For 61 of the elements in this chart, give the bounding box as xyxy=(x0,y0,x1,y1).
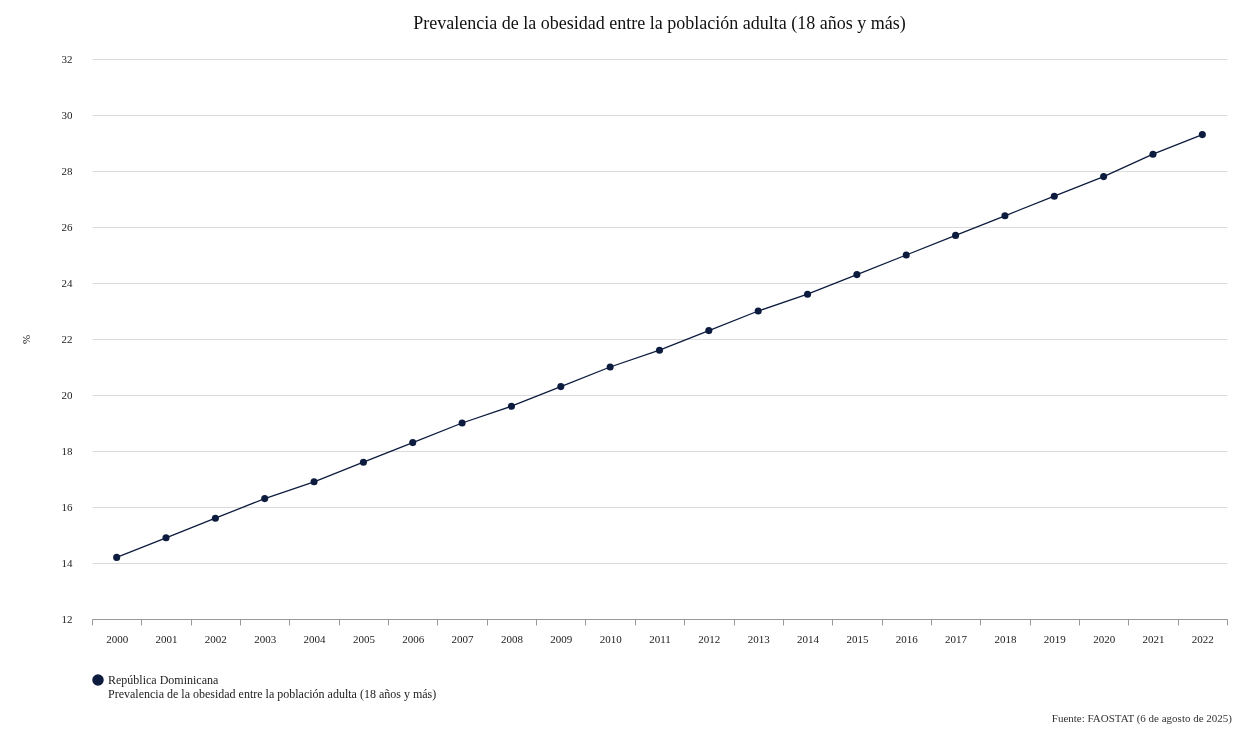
point xyxy=(754,307,762,315)
source-note: Fuente: FAOSTAT (6 de agosto de 2025) xyxy=(1051,712,1232,724)
x-tick-label: 2020 xyxy=(1093,632,1116,645)
y-tick-label: 22 xyxy=(61,332,73,345)
y-tick-label: 30 xyxy=(61,108,73,121)
point xyxy=(1198,131,1206,139)
x-tick-label: 2014 xyxy=(797,632,820,645)
x-tick-label: 2017 xyxy=(945,632,968,645)
point xyxy=(211,514,219,522)
x-tick-label: 2021 xyxy=(1142,632,1165,645)
point xyxy=(261,495,269,503)
point xyxy=(310,478,318,486)
point xyxy=(458,419,466,427)
point xyxy=(1001,212,1009,220)
point xyxy=(113,553,121,561)
x-tick-label: 2006 xyxy=(402,632,425,645)
y-tick-label: 28 xyxy=(61,164,73,177)
x-tick-label: 2002 xyxy=(204,632,227,645)
point xyxy=(1149,150,1157,158)
x-tick-label: 2000 xyxy=(106,632,129,645)
x-tick-label: 2005 xyxy=(352,632,376,645)
x-tick-label: 2007 xyxy=(451,632,475,645)
point xyxy=(359,458,367,466)
point xyxy=(1100,173,1108,181)
x-tick-label: 2003 xyxy=(254,632,277,645)
point xyxy=(655,346,664,354)
x-tick-label: 2010 xyxy=(599,632,623,645)
x-tick-label: 2012 xyxy=(698,632,721,645)
x-tick-label: 2018 xyxy=(994,632,1017,645)
y-tick-label: 32 xyxy=(61,52,73,65)
point xyxy=(952,231,960,239)
x-tick-label: 2016 xyxy=(895,632,919,645)
y-axis-title: % xyxy=(19,334,32,345)
point xyxy=(902,251,910,259)
y-tick-label: 16 xyxy=(61,500,73,513)
y-tick-label: 14 xyxy=(61,556,73,569)
chart-title: Prevalencia de la obesidad entre la población adulta (18 años y más) xyxy=(413,13,906,34)
y-tick-label: 12 xyxy=(61,612,73,625)
legend-label: República Dominicana Prevalencia de la obesidad entre la población adulta (18 años y más) xyxy=(108,673,437,701)
point xyxy=(557,383,565,391)
x-tick-label: 2022 xyxy=(1191,632,1214,645)
point xyxy=(804,290,812,298)
point xyxy=(162,534,170,542)
x-tick-label: 2008 xyxy=(500,632,524,645)
x-tick-label: 2019 xyxy=(1043,632,1067,645)
y-tick-label: 26 xyxy=(61,220,73,233)
point xyxy=(1050,192,1058,200)
point xyxy=(507,402,515,410)
y-tick-label: 24 xyxy=(61,276,73,289)
point xyxy=(705,327,713,335)
x-tick-label: 2001 xyxy=(155,632,178,645)
x-tick-label: 2015 xyxy=(846,632,869,645)
point xyxy=(606,363,614,371)
x-tick-label: 2013 xyxy=(747,632,771,645)
x-tick-label: 2011 xyxy=(649,632,671,645)
x-tick-label: 2009 xyxy=(550,632,573,645)
x-tick-label: 2004 xyxy=(303,632,327,645)
y-tick-label: 18 xyxy=(61,444,73,457)
point xyxy=(409,439,417,447)
y-tick-label: 20 xyxy=(61,388,73,401)
point xyxy=(853,271,861,279)
